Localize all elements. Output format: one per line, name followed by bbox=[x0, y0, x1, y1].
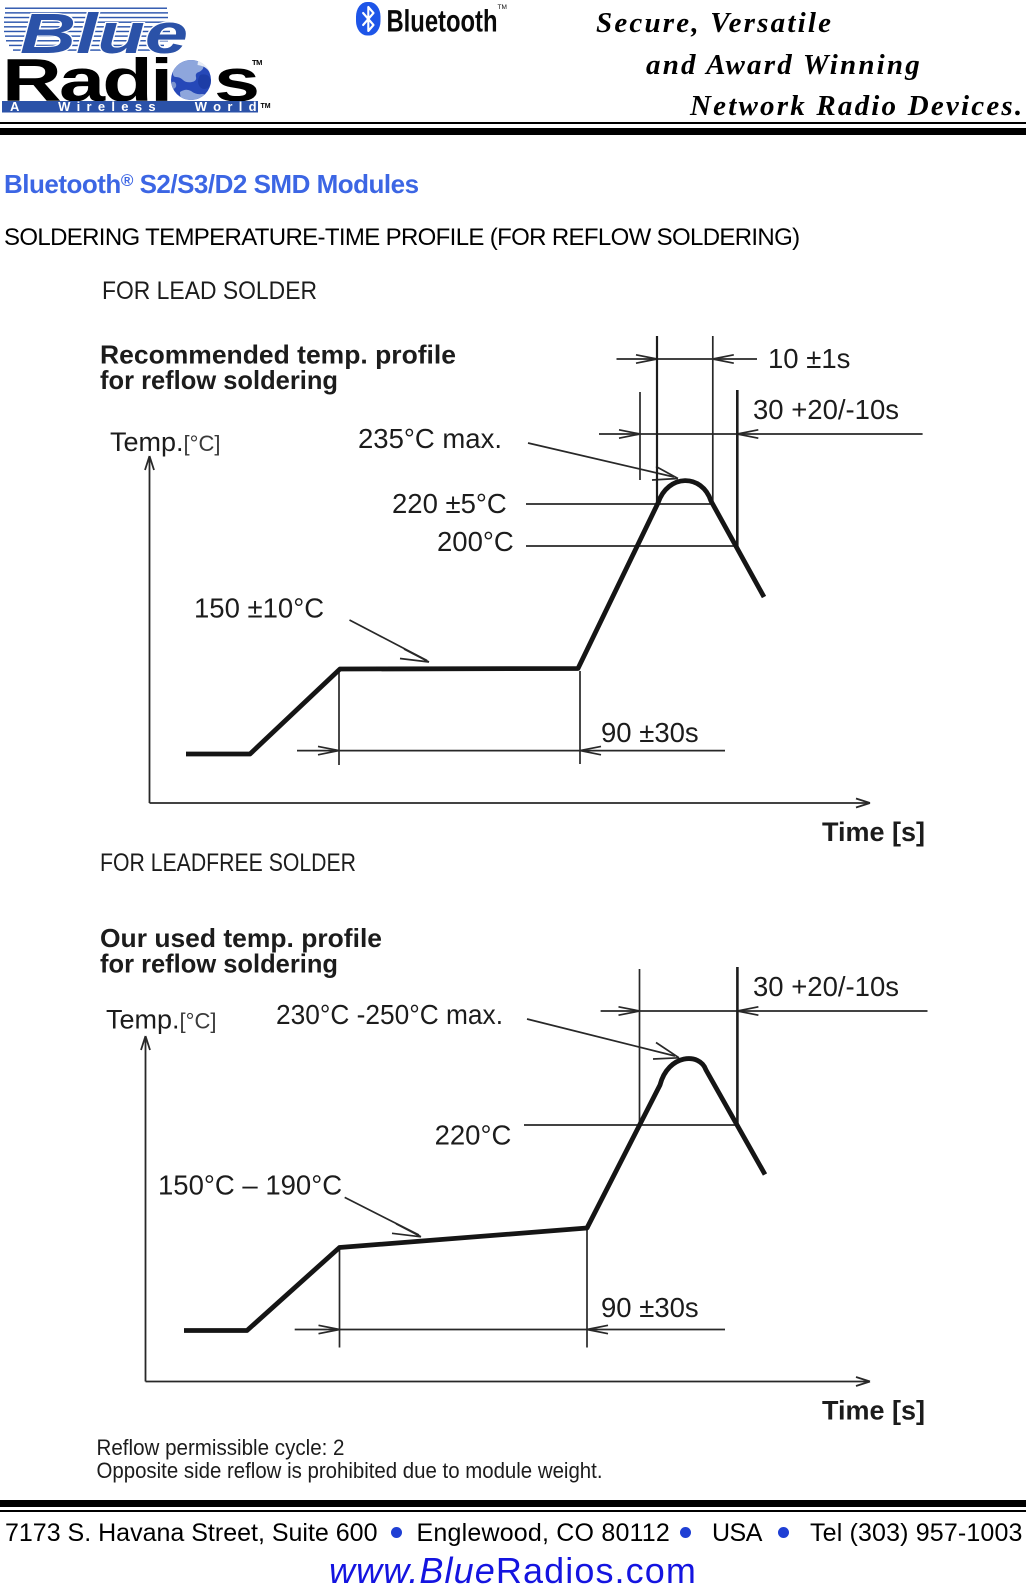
svg-text:150 ±10°C: 150 ±10°C bbox=[194, 593, 324, 624]
svg-text:TM: TM bbox=[252, 58, 262, 67]
svg-text:220 ±5°C: 220 ±5°C bbox=[392, 488, 507, 519]
svg-text:Time [s]: Time [s] bbox=[822, 1396, 925, 1426]
svg-text:FOR LEADFREE SOLDER: FOR LEADFREE SOLDER bbox=[100, 849, 356, 877]
svg-text:Opposite side reflow is prohib: Opposite side reflow is prohibited due t… bbox=[97, 1458, 603, 1483]
svg-text:for reflow soldering: for reflow soldering bbox=[100, 365, 338, 395]
svg-text:30 +20/-10s: 30 +20/-10s bbox=[753, 971, 899, 1002]
svg-text:Our used temp. profile: Our used temp. profile bbox=[100, 923, 382, 953]
svg-text:30 +20/-10s: 30 +20/-10s bbox=[753, 394, 899, 425]
svg-text:Time [s]: Time [s] bbox=[822, 817, 925, 847]
svg-text:90 ±30s: 90 ±30s bbox=[601, 1292, 699, 1323]
svg-text:Blue: Blue bbox=[20, 2, 188, 66]
svg-text:Bluetooth: Bluetooth bbox=[387, 3, 498, 38]
svg-text:Temp.[°C]: Temp.[°C] bbox=[106, 1005, 216, 1035]
svg-text:220°C: 220°C bbox=[435, 1120, 512, 1151]
svg-text:150°C – 190°C: 150°C – 190°C bbox=[158, 1170, 342, 1201]
svg-text:Reflow permissible cycle: 2: Reflow permissible cycle: 2 bbox=[97, 1435, 345, 1460]
svg-text:FOR LEAD SOLDER: FOR LEAD SOLDER bbox=[102, 277, 317, 305]
svg-text:TM: TM bbox=[261, 103, 271, 110]
svg-text:90 ±30s: 90 ±30s bbox=[601, 717, 699, 748]
svg-text:Recommended temp. profile: Recommended temp. profile bbox=[100, 340, 456, 370]
svg-text:TM: TM bbox=[498, 4, 507, 11]
svg-text:for reflow soldering: for reflow soldering bbox=[100, 949, 338, 979]
svg-text:10 ±1s: 10 ±1s bbox=[768, 343, 850, 374]
svg-text:A Wireless World: A Wireless World bbox=[10, 99, 263, 114]
svg-text:230°C -250°C max.: 230°C -250°C max. bbox=[276, 999, 503, 1030]
svg-text:200°C: 200°C bbox=[437, 526, 514, 557]
svg-text:235°C max.: 235°C max. bbox=[358, 423, 502, 454]
svg-text:Temp.[°C]: Temp.[°C] bbox=[110, 427, 220, 457]
